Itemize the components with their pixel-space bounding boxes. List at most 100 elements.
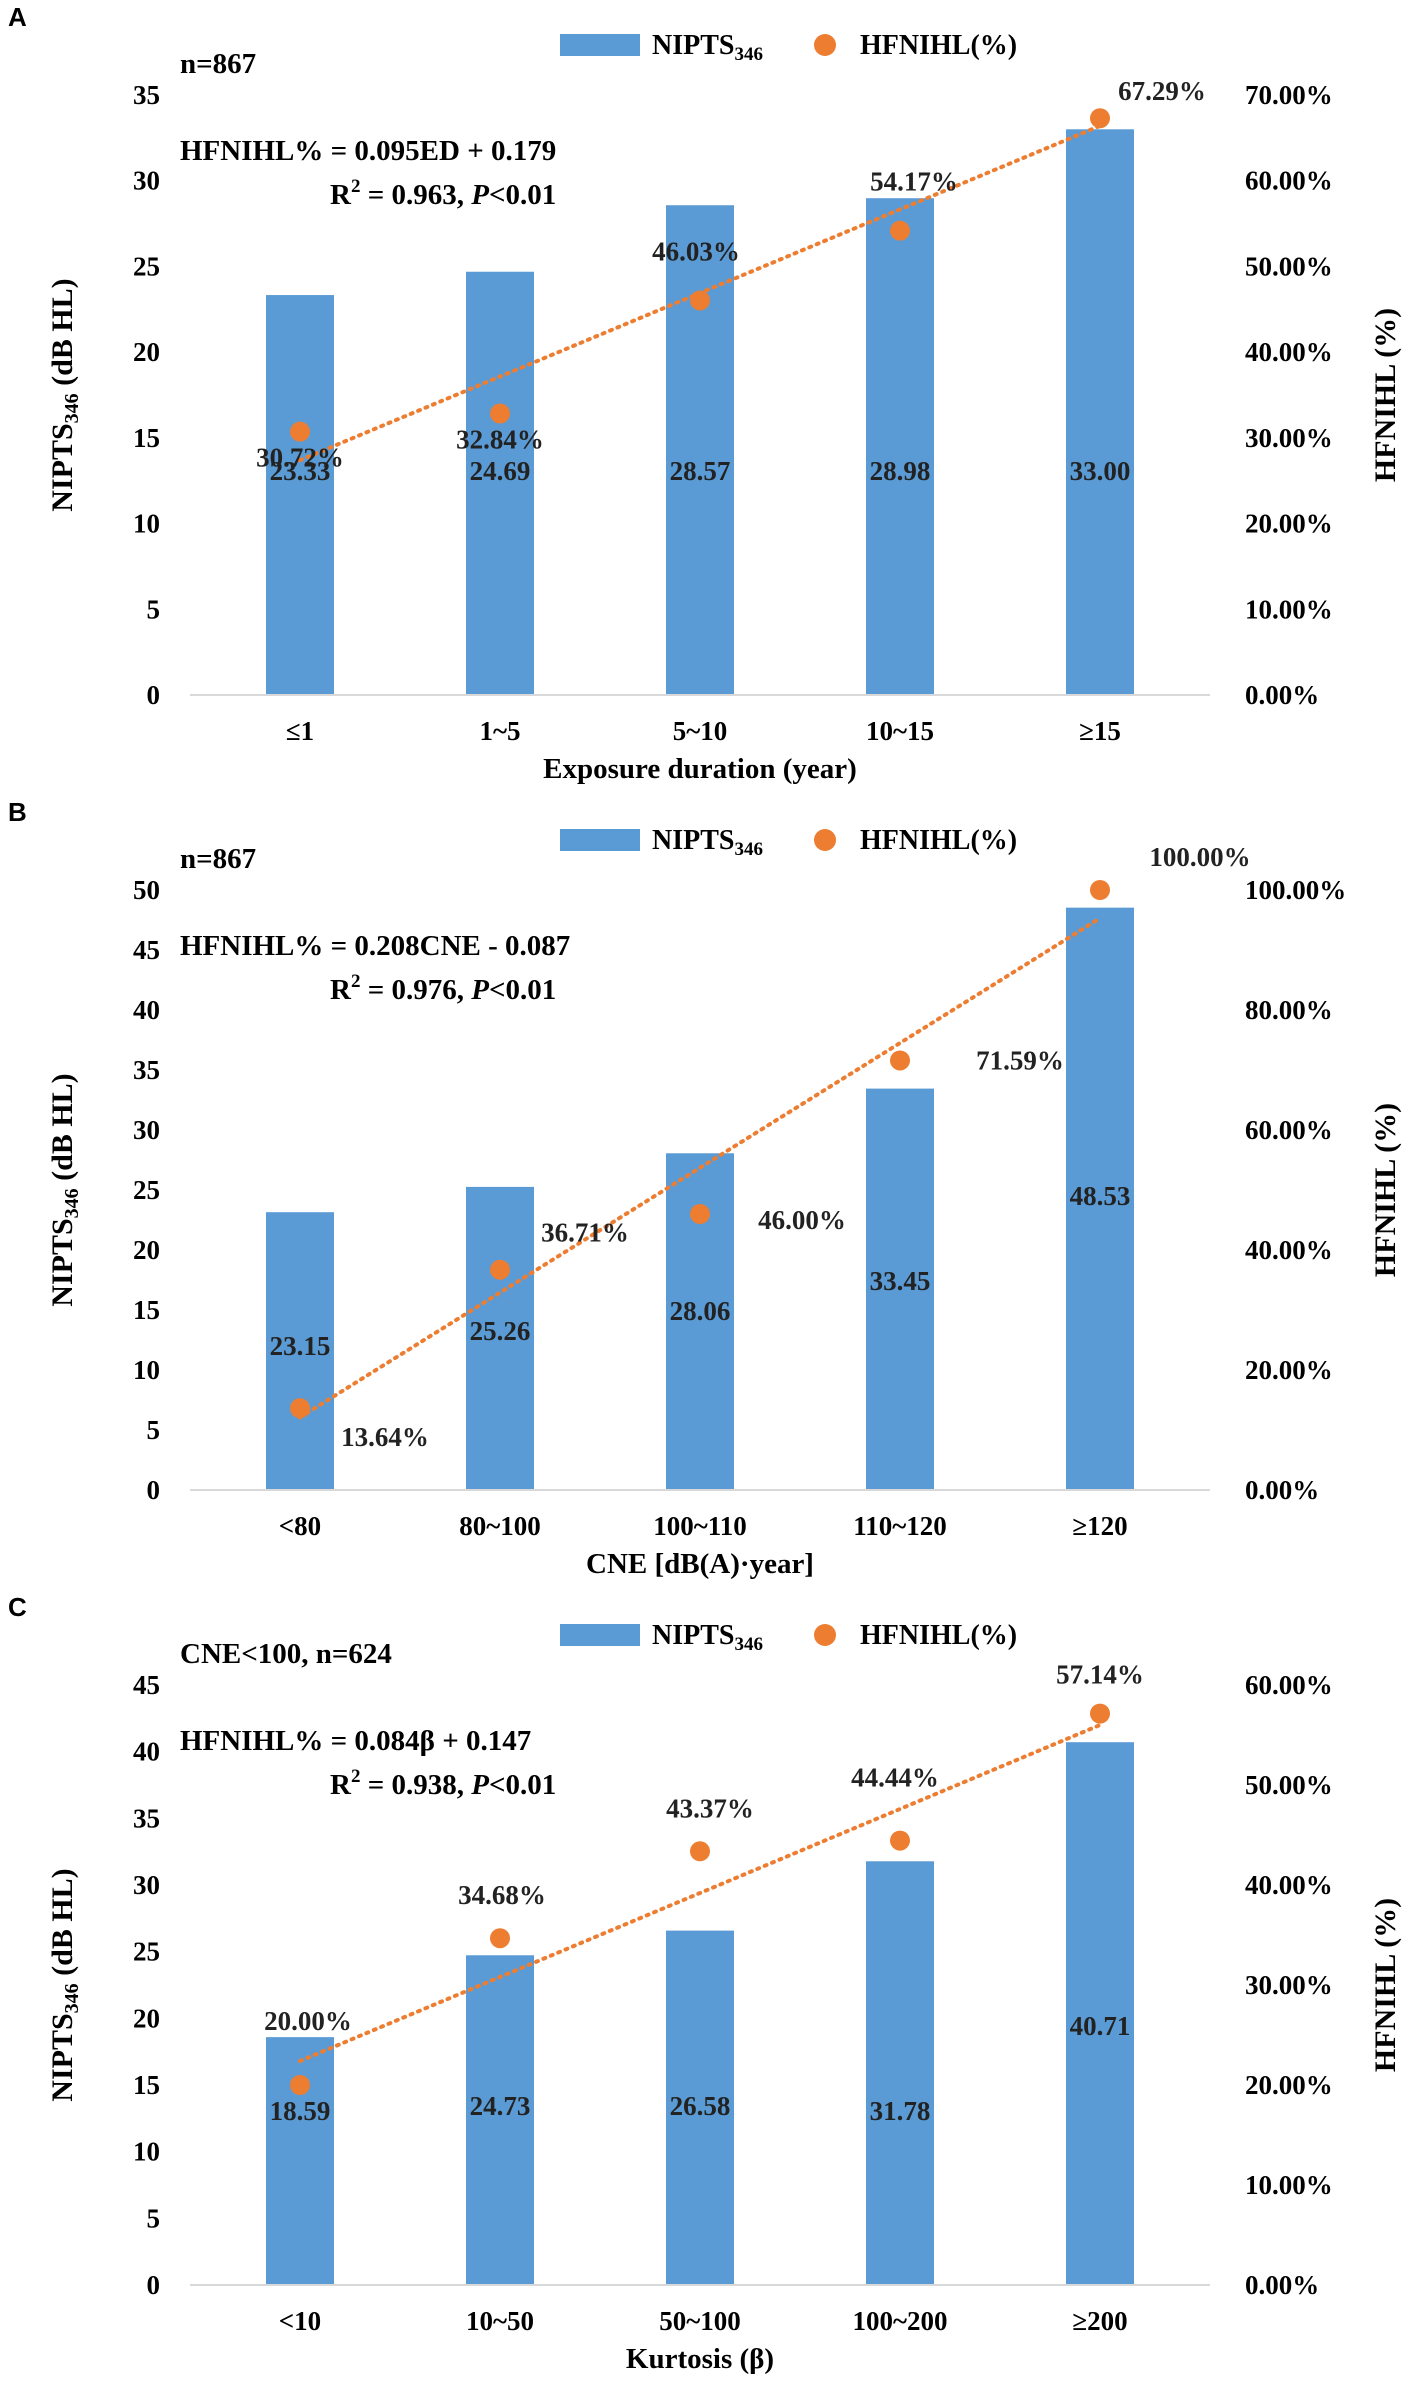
point-value-label: 71.59%	[976, 1045, 1064, 1075]
bar-value-label: 26.58	[670, 2091, 731, 2121]
chart-panel-a: A 0 5 10 15 20 25 30 35 0.00% 10.00% 20.00% 30.00% 40…	[0, 0, 1427, 795]
bar-3	[866, 198, 934, 695]
y-left-tick-label: 20	[133, 1235, 160, 1265]
y-right-tick-label: 0.00%	[1245, 2270, 1319, 2300]
y-right-tick-label: 70.00%	[1245, 80, 1333, 110]
x-tick-label: 1~5	[479, 716, 520, 746]
bar-value-label: 33.45	[870, 1266, 931, 1296]
y-left-tick-label: 45	[133, 1670, 160, 1700]
y-left-tick-label: 35	[133, 1055, 160, 1085]
y-left-axis-title: NIPTS346 (dB HL)	[46, 1868, 83, 2101]
y-right-tick-label: 10.00%	[1245, 594, 1333, 624]
panel-letter: A	[8, 2, 27, 32]
x-tick-label: ≥200	[1072, 2306, 1127, 2336]
chart-svg: C 0 5 10 15 20 25 30 35 40 45 0.00% 10.00% 20.00% 30.0…	[8, 1592, 1402, 2375]
y-right-tick-label: 60.00%	[1245, 1670, 1333, 1700]
chart-svg: B 0 5 10 15 20 25 30 35 40 45 50 0.00% 20.00% 40.00% 60…	[8, 797, 1402, 1580]
y-right-tick-label: 50.00%	[1245, 1770, 1333, 1800]
x-tick-label: 110~120	[853, 1511, 947, 1541]
legend-line-label: HFNIHL(%)	[860, 1620, 1017, 1651]
y-left-tick-label: 5	[147, 1415, 161, 1445]
y-left-tick-label: 5	[147, 2203, 161, 2233]
y-right-tick-label: 0.00%	[1245, 1475, 1319, 1505]
regression-equation: HFNIHL% = 0.084β + 0.147	[180, 1725, 531, 1757]
y-right-tick-label: 30.00%	[1245, 1970, 1333, 2000]
y-right-tick-label: 30.00%	[1245, 423, 1333, 453]
y-left-tick-label: 10	[133, 2137, 160, 2167]
point-2	[690, 290, 710, 311]
sample-size-label: n=867	[180, 843, 256, 875]
bar-0	[266, 1212, 334, 1490]
point-value-label: 54.17%	[870, 167, 958, 197]
y-right-tick-label: 40.00%	[1245, 337, 1333, 367]
y-right-tick-label: 20.00%	[1245, 1355, 1333, 1385]
y-right-tick-label: 20.00%	[1245, 509, 1333, 539]
point-4	[1090, 880, 1110, 900]
x-tick-label: <10	[279, 2306, 321, 2336]
x-tick-label: 100~200	[852, 2306, 947, 2336]
y-left-tick-label: 25	[133, 251, 160, 281]
y-left-tick-label: 40	[133, 995, 160, 1025]
bar-value-label: 28.57	[670, 456, 731, 486]
legend-line-marker	[814, 34, 836, 56]
y-left-tick-label: 30	[133, 1870, 160, 1900]
y-left-tick-label: 30	[133, 166, 160, 196]
bar-4	[1066, 907, 1134, 1490]
point-value-label: 43.37%	[666, 1793, 754, 1823]
trend-line	[298, 1723, 1102, 2063]
bar-3	[866, 1861, 934, 2285]
legend-bar-swatch	[560, 34, 640, 56]
y-left-tick-label: 20	[133, 2003, 160, 2033]
legend-bar-label: NIPTS346	[652, 825, 763, 860]
legend-bar-label: NIPTS346	[652, 1620, 763, 1655]
y-right-tick-label: 20.00%	[1245, 2070, 1333, 2100]
y-right-tick-label: 60.00%	[1245, 166, 1333, 196]
point-value-label: 57.14%	[1056, 1660, 1144, 1690]
y-right-tick-label: 0.00%	[1245, 680, 1319, 710]
y-left-tick-label: 15	[133, 423, 160, 453]
x-tick-label: 80~100	[459, 1511, 541, 1541]
point-value-label: 36.71%	[541, 1218, 629, 1248]
y-left-tick-label: 25	[133, 1937, 160, 1967]
bar-value-label: 40.71	[1070, 2011, 1131, 2041]
regression-equation: HFNIHL% = 0.208CNE - 0.087	[180, 930, 570, 962]
bar-value-label: 24.69	[470, 456, 531, 486]
legend-bar-swatch	[560, 829, 640, 851]
r-squared-label: R2 = 0.963, P<0.01	[330, 176, 556, 211]
x-tick-label: 10~50	[466, 2306, 534, 2336]
chart-svg: A 0 5 10 15 20 25 30 35 0.00% 10.00% 20.00% 30.00% 40…	[8, 2, 1402, 785]
legend: NIPTS346 HFNIHL(%)	[560, 1620, 1017, 1655]
bar-1	[466, 271, 534, 695]
sample-size-label: CNE<100, n=624	[180, 1638, 392, 1670]
y-left-tick-label: 10	[133, 1355, 160, 1385]
bar-1	[466, 1955, 534, 2285]
point-0	[290, 1398, 310, 1419]
bar-value-label: 33.00	[1070, 456, 1131, 486]
y-left-tick-label: 20	[133, 337, 160, 367]
point-value-label: 20.00%	[264, 2006, 352, 2036]
bar-4	[1066, 129, 1134, 696]
y-left-tick-label: 25	[133, 1175, 160, 1205]
r-squared-label: R2 = 0.976, P<0.01	[330, 971, 556, 1006]
legend-line-label: HFNIHL(%)	[860, 825, 1017, 856]
point-0	[290, 421, 310, 442]
x-tick-label: 5~10	[673, 716, 728, 746]
bar-0	[266, 295, 334, 695]
point-value-label: 34.68%	[458, 1880, 546, 1910]
x-axis-title: Exposure duration (year)	[543, 753, 857, 785]
bar-4	[1066, 1742, 1134, 2285]
x-tick-label: ≤1	[286, 716, 314, 746]
y-left-tick-label: 0	[147, 1475, 161, 1505]
chart-panel-c: C 0 5 10 15 20 25 30 35 40 45 0.00% 10.00% 20.00% 30.0…	[0, 1590, 1427, 2385]
y-right-tick-label: 40.00%	[1245, 1235, 1333, 1265]
y-right-axis-title: HFNIHL (%)	[1369, 1103, 1402, 1277]
x-tick-label: 50~100	[659, 2306, 741, 2336]
y-right-tick-label: 80.00%	[1245, 995, 1333, 1025]
legend: NIPTS346 HFNIHL(%)	[560, 30, 1017, 65]
y-left-tick-label: 50	[133, 875, 160, 905]
trend-line	[298, 916, 1102, 1420]
y-left-tick-label: 15	[133, 2070, 160, 2100]
x-tick-label: 100~110	[653, 1511, 747, 1541]
y-left-axis-title: NIPTS346 (dB HL)	[46, 278, 83, 511]
panel-letter: B	[8, 797, 27, 827]
